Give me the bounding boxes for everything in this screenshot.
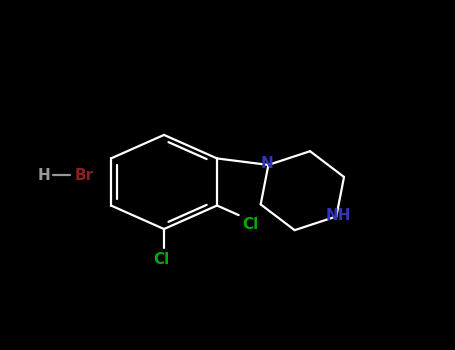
Text: NH: NH	[325, 208, 351, 223]
Text: Cl: Cl	[242, 217, 258, 232]
Text: N: N	[260, 156, 273, 172]
Text: H: H	[38, 168, 51, 182]
Text: Cl: Cl	[154, 252, 170, 267]
Text: Br: Br	[75, 168, 94, 182]
